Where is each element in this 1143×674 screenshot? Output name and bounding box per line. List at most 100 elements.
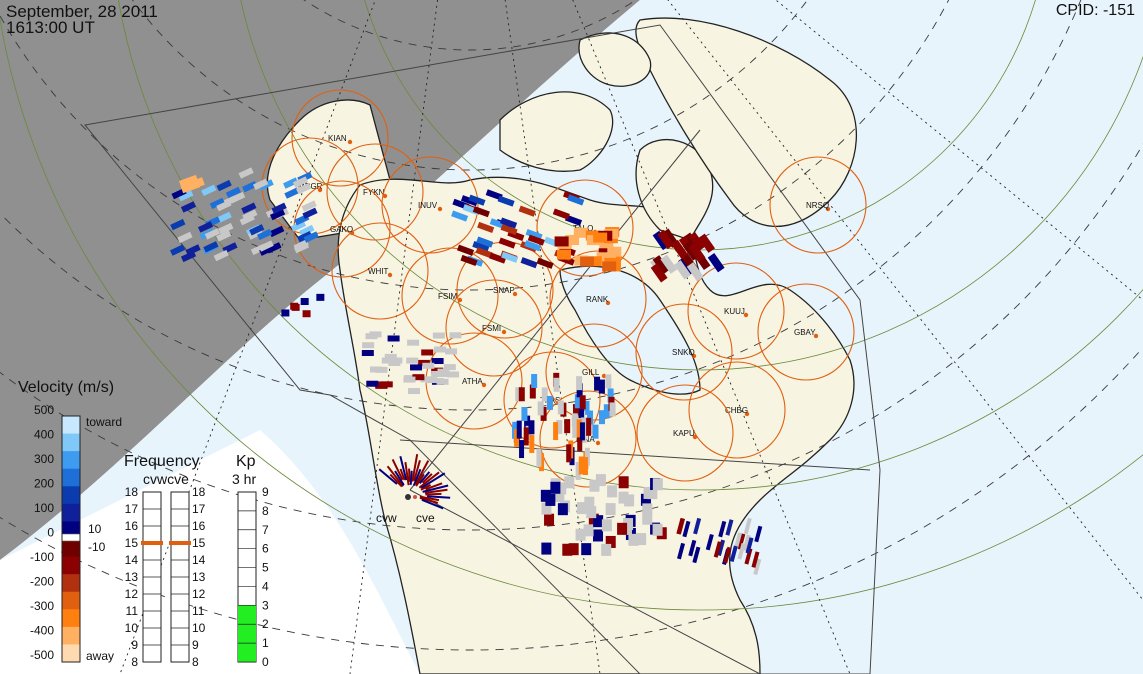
velocity-cell — [603, 404, 610, 419]
velocity-cell — [447, 371, 460, 378]
velocity-cell — [384, 353, 397, 360]
velocity-color-swatch — [62, 486, 80, 505]
frequency-tick-left: 17 — [125, 502, 139, 516]
velocity-cell — [468, 194, 486, 206]
velocity-cell — [436, 378, 449, 385]
station-label-snap: SNAP — [493, 286, 515, 295]
radar-fan-beam — [420, 472, 446, 489]
frequency-tick-left: 10 — [125, 621, 139, 635]
station-label-fsim: FSIM — [438, 292, 457, 301]
toward-label: toward — [86, 415, 122, 429]
velocity-cell — [598, 410, 605, 425]
velocity-cell — [524, 240, 542, 252]
station-rings: KIANMCGRFYKNGAKOINUVWHITTALOFSIMSNAPFSMI… — [261, 89, 867, 488]
velocity-cell — [180, 201, 197, 213]
velocity-cell — [605, 374, 612, 389]
station-marker-chbg — [744, 411, 750, 417]
station-fov-ring-gbay — [757, 283, 855, 381]
velocity-cell — [185, 244, 201, 256]
velocity-cell — [692, 546, 701, 564]
velocity-colorbar-frame — [61, 415, 81, 663]
radar-fan-beam — [399, 468, 406, 481]
station-label-inuv: INUV — [418, 201, 438, 210]
station-fov-ring-nrsq — [769, 156, 867, 254]
station-marker-atha — [481, 382, 487, 388]
velocity-cell — [557, 400, 564, 415]
station-fov-ring-snkq — [635, 303, 733, 401]
station-marker-fykn — [382, 193, 388, 199]
velocity-cell — [369, 366, 382, 373]
velocity-cell — [177, 231, 193, 244]
velocity-cell — [594, 376, 601, 391]
velocity-cell — [216, 199, 232, 212]
radar-fan-beam — [414, 460, 430, 486]
velocity-cell — [578, 456, 584, 475]
velocity-cell — [707, 253, 725, 273]
radar-fan-beam — [418, 471, 431, 485]
station-marker-gako — [349, 230, 355, 236]
velocity-cell — [642, 503, 653, 516]
velocity-cell — [568, 543, 579, 556]
velocity-cell — [579, 395, 586, 410]
velocity-color-swatch — [62, 433, 80, 452]
velocity-tick-label: 500 — [34, 403, 54, 417]
velocity-colorbar — [61, 415, 81, 663]
station-marker-rank — [605, 300, 611, 306]
station-marker-inuv — [437, 206, 443, 212]
velocity-cell — [485, 189, 503, 201]
station-marker-kuuj — [743, 312, 749, 318]
velocity-cell — [381, 357, 394, 364]
frequency-tick-right: 12 — [192, 587, 206, 601]
velocity-cell — [529, 434, 535, 453]
velocity-cell — [476, 236, 494, 248]
velocity-cell — [498, 237, 516, 249]
velocity-cell — [536, 448, 542, 467]
frequency-tick-right: 16 — [192, 519, 206, 533]
velocity-color-swatch — [62, 451, 80, 470]
velocity-cell — [271, 202, 287, 214]
frequency-tick-left: 13 — [125, 570, 139, 584]
velocity-tick-label: -400 — [30, 624, 54, 638]
velocity-cell — [564, 476, 575, 489]
velocity-cell — [209, 197, 225, 210]
velocity-cell — [572, 423, 579, 438]
velocity-cell — [366, 380, 379, 387]
station-label-rank: RANK — [586, 295, 609, 304]
velocity-cell — [537, 401, 544, 416]
station-label-atha: ATHA — [462, 377, 483, 386]
velocity-cell — [583, 524, 594, 537]
velocity-cell — [541, 387, 548, 402]
frequency-tick-right: 15 — [192, 536, 206, 550]
velocity-cell — [743, 517, 752, 535]
away-label: away — [86, 649, 114, 663]
velocity-tick-label: -200 — [30, 575, 54, 589]
velocity-cell — [576, 376, 583, 391]
hudson-bay — [559, 265, 701, 395]
velocity-cell — [216, 230, 232, 242]
radar-fan-beam — [419, 495, 440, 502]
kp-tick-label: 3 — [262, 598, 269, 612]
velocity-cell — [472, 241, 490, 253]
velocity-cell — [575, 528, 586, 541]
frequency-tick-left: 12 — [125, 587, 139, 601]
velocity-cell — [539, 453, 545, 472]
velocity-cell — [586, 506, 597, 519]
station-marker-kapu — [692, 434, 698, 440]
velocity-cell — [605, 535, 616, 548]
velocity-cell — [544, 513, 555, 526]
velocity-tick-label: -100 — [30, 550, 54, 564]
station-fov-ring-gill — [545, 323, 643, 421]
velocity-cell — [431, 367, 444, 374]
velocity-cell — [564, 419, 571, 434]
velocity-cell — [541, 502, 552, 515]
velocity-cell — [566, 444, 572, 463]
velocity-cell — [564, 214, 583, 226]
kp-tick-label: 5 — [262, 561, 269, 575]
velocity-cell — [553, 377, 560, 392]
station-fov-ring-whit — [331, 222, 429, 320]
velocity-cell — [406, 357, 419, 364]
radar-fan-beam — [413, 460, 421, 482]
cpid-label: CPID: -151 — [1055, 2, 1135, 19]
velocity-cell — [751, 551, 760, 568]
